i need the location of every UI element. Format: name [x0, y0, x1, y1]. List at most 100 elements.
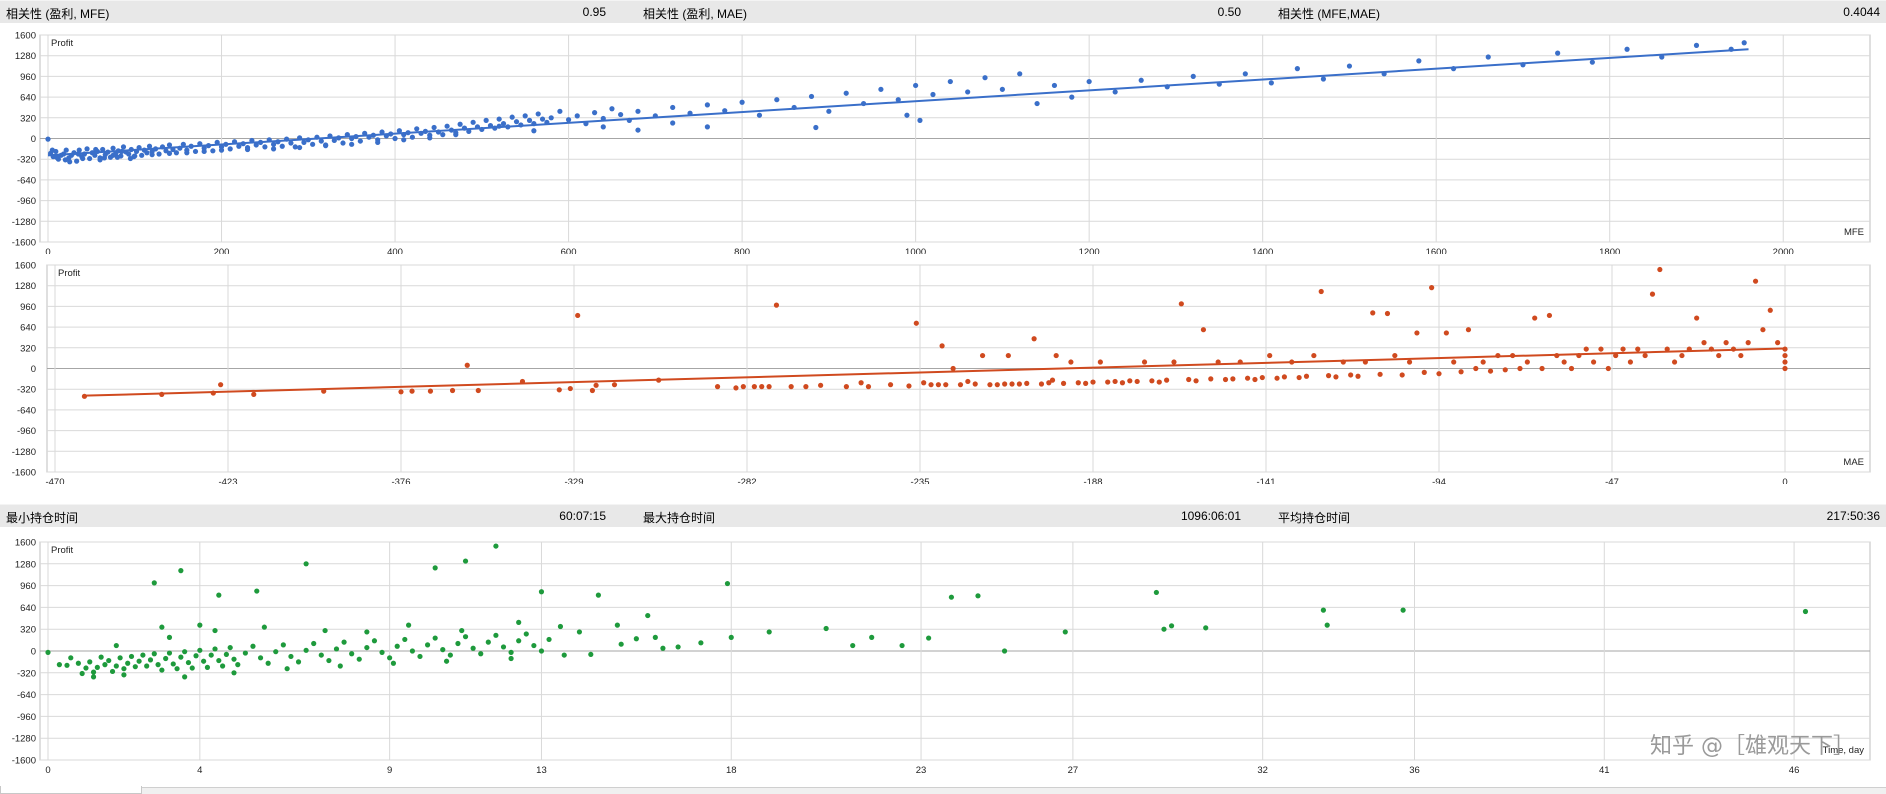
data-point [1222, 376, 1229, 383]
data-point [948, 594, 955, 600]
x-tick-label: -141 [1256, 477, 1275, 484]
data-point [166, 634, 173, 640]
data-point [189, 665, 195, 671]
data-point [210, 148, 216, 154]
data-point [904, 112, 910, 118]
data-point [965, 378, 971, 385]
data-point [114, 154, 121, 160]
data-point [218, 382, 224, 388]
data-point [98, 654, 104, 660]
data-point [390, 660, 397, 666]
data-point [364, 644, 370, 651]
data-point [1399, 372, 1405, 378]
data-point [64, 662, 70, 668]
data-point [724, 580, 731, 587]
data-point [575, 312, 581, 319]
data-point [538, 648, 545, 654]
data-point [270, 146, 277, 152]
y-tick-label: 960 [20, 72, 36, 83]
bottom-scroll-strip[interactable] [0, 787, 1886, 794]
data-point [244, 146, 251, 153]
data-point [449, 387, 456, 394]
data-point [1392, 352, 1398, 359]
data-point [1741, 40, 1747, 46]
data-point [1443, 330, 1449, 336]
data-point [526, 117, 533, 123]
data-point [1060, 380, 1067, 386]
data-point [197, 647, 203, 653]
data-point [698, 640, 704, 646]
data-point [1414, 330, 1420, 336]
data-point [1657, 266, 1663, 273]
data-point [288, 653, 294, 660]
x-tick-label: 1400 [1252, 247, 1273, 254]
data-point [557, 108, 563, 114]
data-point [1782, 352, 1788, 359]
data-point [593, 382, 599, 388]
data-point [592, 110, 598, 116]
data-point [440, 132, 446, 138]
avg-hold-time-value: 217:50:36 [1826, 509, 1880, 523]
data-point [406, 622, 412, 628]
x-tick-label: -94 [1432, 477, 1446, 484]
data-point [401, 137, 407, 143]
data-point [144, 663, 150, 669]
data-point [994, 382, 1000, 388]
data-point [356, 656, 362, 662]
data-point [1164, 377, 1170, 383]
data-point [109, 668, 116, 675]
data-point [943, 382, 949, 388]
data-point [45, 136, 51, 142]
data-point [394, 643, 400, 649]
data-point [895, 97, 901, 103]
data-point [1112, 378, 1118, 385]
data-point [1598, 346, 1604, 352]
data-point [1400, 607, 1406, 613]
data-point [531, 642, 537, 649]
data-point [409, 388, 415, 394]
y-tick-label: 1600 [15, 261, 36, 272]
data-point [94, 664, 100, 670]
data-point [972, 381, 978, 387]
data-point [387, 655, 393, 661]
data-point [74, 158, 80, 164]
data-point [660, 645, 666, 651]
y-tick-label: -960 [17, 426, 36, 437]
data-point [92, 152, 98, 158]
y-tick-label: 0 [31, 134, 36, 145]
data-point [645, 612, 651, 619]
data-point [257, 655, 264, 661]
y-tick-label: 960 [20, 581, 36, 592]
data-point [1267, 352, 1273, 359]
data-point [223, 651, 230, 658]
data-point [182, 674, 188, 680]
data-point [236, 143, 242, 149]
data-point [375, 139, 381, 145]
data-point [928, 382, 934, 388]
data-point [54, 154, 60, 160]
data-point [1589, 59, 1595, 65]
data-point [1311, 352, 1317, 359]
data-point [523, 631, 529, 637]
min-hold-time-value: 60:07:15 [559, 509, 606, 523]
data-point [1230, 376, 1236, 382]
data-point [75, 660, 81, 666]
x-tick-label: 18 [726, 765, 737, 776]
data-point [93, 146, 99, 153]
data-point [322, 627, 328, 634]
data-point [227, 146, 233, 152]
data-point [1324, 622, 1330, 628]
data-point [1161, 626, 1167, 632]
data-point [773, 302, 780, 308]
data-point [318, 138, 324, 144]
data-point [197, 622, 203, 628]
data-point [311, 640, 317, 647]
data-point [1009, 381, 1015, 387]
data-point [265, 660, 271, 666]
y-axis-label: Profit [58, 268, 81, 279]
data-point [280, 642, 286, 648]
data-point [216, 657, 222, 664]
data-point [1532, 315, 1538, 321]
x-tick-label: -235 [910, 477, 929, 484]
x-tick-label: 32 [1257, 765, 1268, 776]
